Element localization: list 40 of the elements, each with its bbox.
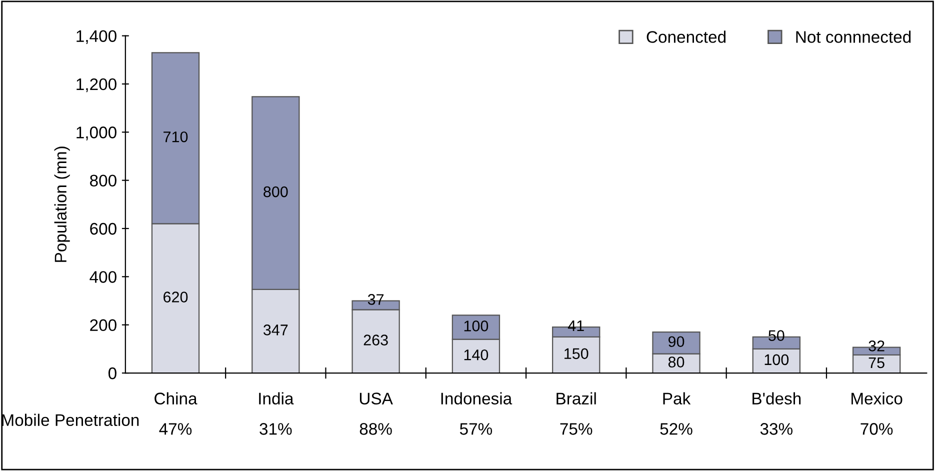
- data-label: 140: [464, 349, 488, 360]
- legend-label: Conencted: [646, 30, 726, 43]
- data-label: 710: [164, 131, 188, 142]
- text: 70%: [860, 423, 893, 435]
- y-axis-title: Population (mn): [54, 146, 70, 262]
- data-label: 100: [464, 320, 488, 332]
- text: 57%: [460, 423, 492, 435]
- data-label: 263: [364, 334, 388, 346]
- data-label: 620: [164, 292, 188, 302]
- y-tick-label: 200: [90, 319, 116, 332]
- data-label: 90: [668, 336, 684, 348]
- text: 52%: [660, 423, 692, 435]
- data-label: 347: [263, 324, 288, 336]
- text: 75%: [560, 423, 592, 435]
- x-tick-label: Mexico: [852, 392, 902, 404]
- legend-label: Not connnected: [796, 30, 911, 43]
- text: 33%: [760, 423, 792, 435]
- x-tick-label: India: [259, 392, 294, 404]
- x-tick-label: USA: [360, 392, 393, 404]
- y-tick-label: 800: [90, 174, 116, 187]
- x-tick-label: Brazil: [556, 392, 596, 404]
- x-tick-label: Indonesia: [441, 392, 512, 404]
- x-tick-label: B'desh: [752, 392, 801, 404]
- text: 31%: [260, 423, 292, 435]
- data-label: 150: [564, 348, 588, 360]
- text: 88%: [360, 423, 392, 435]
- y-tick-label: 0: [108, 367, 116, 380]
- y-tick-label: 1,000: [76, 126, 116, 140]
- y-tick-label: 600: [90, 222, 116, 235]
- data-label: 800: [264, 186, 288, 198]
- y-tick-label: 1,200: [76, 78, 116, 92]
- text: Mobile Penetration: [2, 414, 139, 426]
- x-tick-label: China: [154, 392, 198, 404]
- data-label: 80: [668, 356, 684, 368]
- y-tick-label: 1,400: [76, 30, 116, 44]
- data-label: 100: [764, 354, 789, 366]
- text: 47%: [159, 423, 192, 435]
- y-tick-label: 400: [90, 271, 116, 283]
- x-tick-label: Pak: [663, 392, 691, 404]
- data-label: 75: [868, 357, 884, 368]
